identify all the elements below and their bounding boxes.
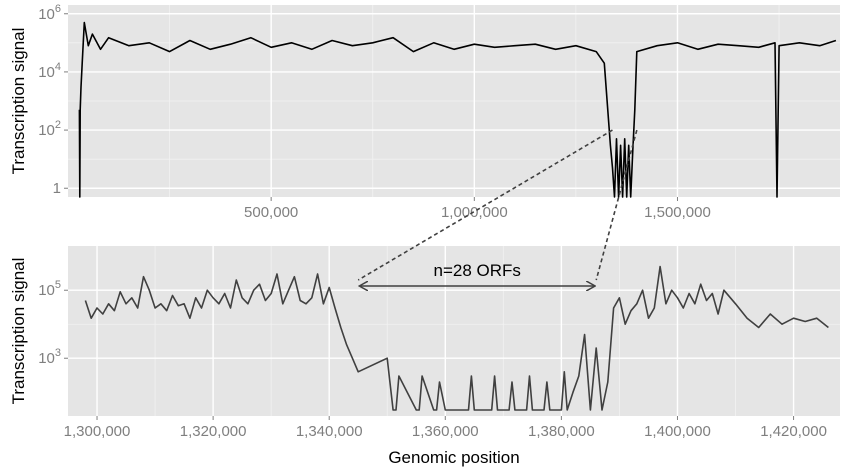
series-line	[78, 21, 837, 198]
top-gridlines	[68, 5, 840, 197]
y-tick-label: 1	[53, 180, 61, 197]
y-tick-label: 103	[38, 347, 61, 367]
orf-count-label: n=28 ORFs	[434, 261, 521, 280]
zoom-dashed-line-left	[357, 129, 613, 281]
x-tick-label: 1,340,000	[296, 423, 363, 440]
y-tick-label: 105	[38, 279, 61, 299]
y-tick-label: 102	[38, 119, 61, 139]
top-panel: 1 102 104 106 500,000 1,000,000 1,500,000 Tra…	[9, 3, 840, 221]
x-tick-label: 1,300,000	[64, 423, 131, 440]
top-y-axis-title: Transcription signal	[9, 28, 28, 175]
x-tick-label: 1,000,000	[441, 204, 508, 221]
bottom-y-axis-title: Transcription signal	[9, 258, 28, 405]
zoom-annotation: n=28 ORFs	[357, 129, 638, 286]
series-line	[84, 265, 829, 411]
bottom-panel: 103 105 1,300,000 1,320,000 1,340,000 1,360,…	[9, 246, 840, 467]
x-tick-label: 1,380,000	[528, 423, 595, 440]
x-tick-label: 1,420,000	[760, 423, 827, 440]
top-x-tick-labels: 500,000 1,000,000 1,500,000	[244, 197, 711, 221]
top-y-tick-labels: 1 102 104 106	[38, 3, 68, 197]
bottom-x-tick-labels: 1,300,000 1,320,000 1,340,000 1,360,000 1,38…	[64, 416, 827, 440]
y-tick-label: 104	[38, 61, 61, 81]
y-tick-label: 106	[38, 3, 61, 23]
x-tick-label: 1,360,000	[412, 423, 479, 440]
bottom-x-axis-title: Genomic position	[388, 448, 519, 467]
bottom-signal-line	[84, 265, 829, 411]
zoom-dashed-line-right	[595, 129, 638, 281]
bottom-gridlines	[68, 246, 840, 416]
top-signal-line	[78, 21, 837, 198]
x-tick-label: 1,400,000	[644, 423, 711, 440]
bottom-y-tick-labels: 103 105	[38, 279, 68, 367]
bottom-plot-background	[68, 246, 840, 416]
x-tick-label: 1,320,000	[180, 423, 247, 440]
x-tick-label: 1,500,000	[644, 204, 711, 221]
x-tick-label: 500,000	[244, 204, 298, 221]
